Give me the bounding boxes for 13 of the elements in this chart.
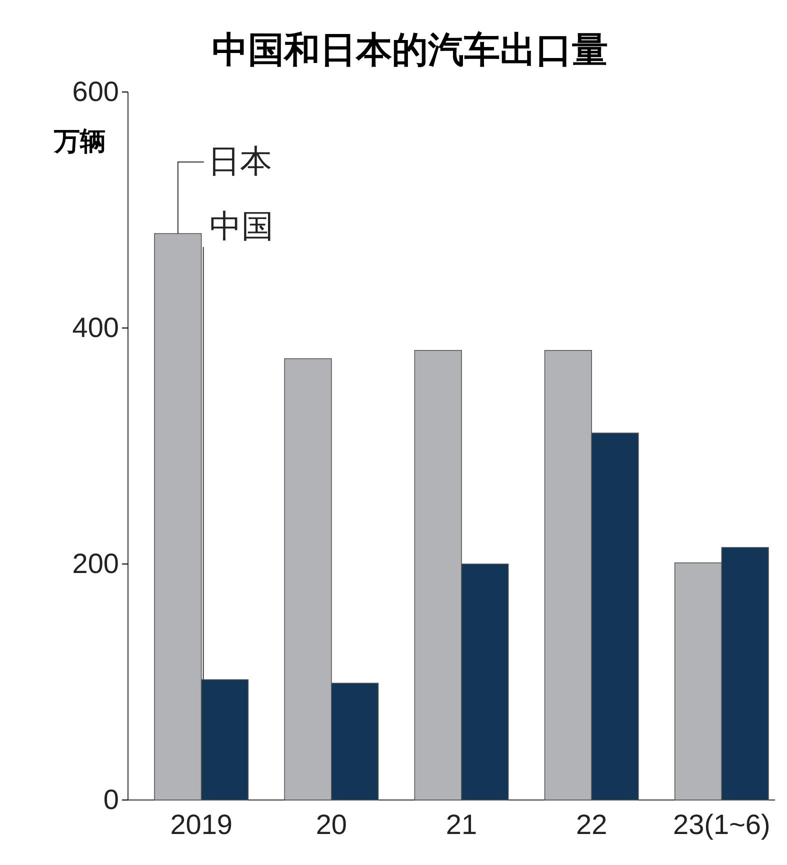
text: 中国	[209, 208, 274, 244]
x-tick-label: 2019	[170, 808, 232, 840]
y-tick-label: 0	[103, 784, 119, 815]
y-tick-label: 600	[72, 76, 119, 107]
y-tick-label: 400	[72, 312, 119, 343]
series-label: 日本	[208, 143, 272, 179]
x-tick-label: 20	[316, 808, 347, 840]
chart-title: 中国和日本的汽车出口量	[212, 29, 608, 70]
x-tick-label: 22	[576, 808, 608, 840]
x-tick-label: 21	[446, 808, 478, 840]
y-tick-label: 200	[72, 548, 119, 579]
x-tick-label: 23(1~6)	[673, 808, 770, 840]
y-axis-title: 万辆	[53, 126, 106, 156]
